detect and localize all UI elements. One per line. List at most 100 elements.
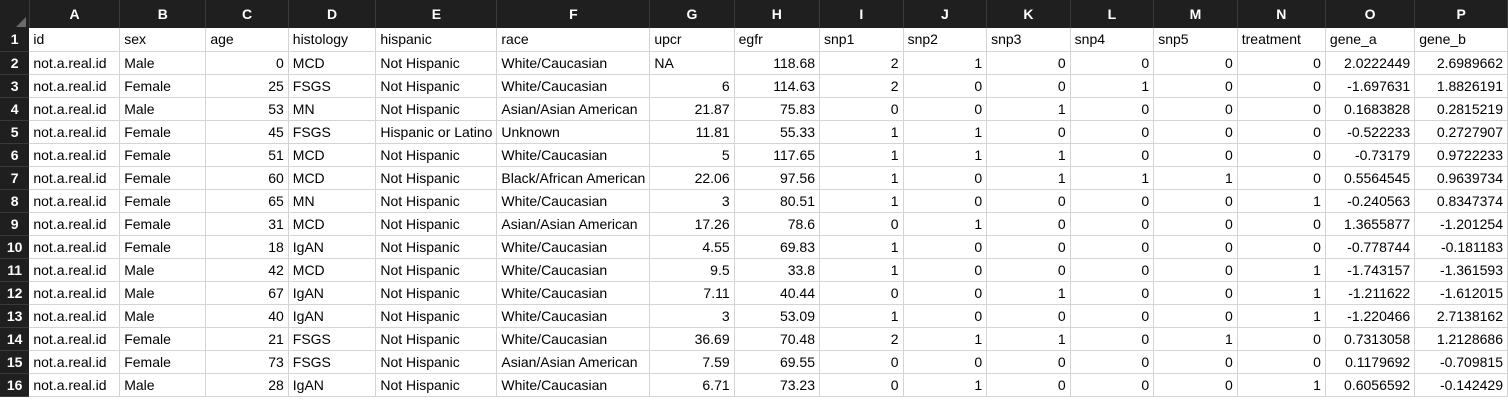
cell-k13[interactable]: 0	[986, 304, 1071, 328]
cell-d4[interactable]: MN	[288, 97, 377, 121]
cell-l2[interactable]: 0	[1070, 51, 1155, 75]
column-header-h[interactable]: H	[734, 0, 821, 28]
column-header-b[interactable]: B	[119, 0, 207, 28]
row-header[interactable]: 15	[0, 350, 30, 374]
cell-p8[interactable]: 0.8347374	[1414, 189, 1508, 213]
cell-h10[interactable]: 69.83	[734, 235, 821, 259]
cell-f4[interactable]: Asian/Asian American	[496, 97, 651, 121]
cell-a2[interactable]: not.a.real.id	[29, 51, 121, 75]
column-header-a[interactable]: A	[29, 0, 121, 28]
cell-n11[interactable]: 1	[1237, 258, 1326, 282]
cell-a16[interactable]: not.a.real.id	[29, 373, 121, 397]
cell-l15[interactable]: 0	[1070, 350, 1155, 374]
cell-e11[interactable]: Not Hispanic	[375, 258, 498, 282]
cell-h6[interactable]: 117.65	[734, 143, 821, 167]
column-header-j[interactable]: J	[903, 0, 988, 28]
cell-b9[interactable]: Female	[119, 212, 207, 236]
cell-c2[interactable]: 0	[205, 51, 289, 75]
cell-h1[interactable]: egfr	[734, 28, 821, 52]
cell-n6[interactable]: 0	[1237, 143, 1326, 167]
cell-l4[interactable]: 0	[1070, 97, 1155, 121]
cell-m13[interactable]: 0	[1153, 304, 1238, 328]
cell-d3[interactable]: FSGS	[288, 74, 377, 98]
select-all-corner[interactable]	[0, 0, 30, 28]
cell-j12[interactable]: 0	[903, 281, 988, 305]
cell-m1[interactable]: snp5	[1153, 28, 1238, 52]
cell-i11[interactable]: 1	[819, 258, 904, 282]
cell-g15[interactable]: 7.59	[649, 350, 735, 374]
cell-m6[interactable]: 0	[1153, 143, 1238, 167]
cell-l13[interactable]: 0	[1070, 304, 1155, 328]
cell-e2[interactable]: Not Hispanic	[375, 51, 498, 75]
cell-p10[interactable]: -0.181183	[1414, 235, 1508, 259]
row-header[interactable]: 6	[0, 143, 30, 167]
column-header-m[interactable]: M	[1153, 0, 1238, 28]
cell-i16[interactable]: 0	[819, 373, 904, 397]
cell-o3[interactable]: -1.697631	[1325, 74, 1416, 98]
cell-h11[interactable]: 33.8	[734, 258, 821, 282]
row-header[interactable]: 13	[0, 304, 30, 328]
cell-a14[interactable]: not.a.real.id	[29, 327, 121, 351]
column-header-i[interactable]: I	[819, 0, 904, 28]
cell-e15[interactable]: Not Hispanic	[375, 350, 498, 374]
cell-a6[interactable]: not.a.real.id	[29, 143, 121, 167]
cell-c3[interactable]: 25	[205, 74, 289, 98]
cell-j11[interactable]: 0	[903, 258, 988, 282]
cell-i10[interactable]: 1	[819, 235, 904, 259]
cell-f15[interactable]: Asian/Asian American	[496, 350, 651, 374]
cell-b3[interactable]: Female	[119, 74, 207, 98]
cell-e13[interactable]: Not Hispanic	[375, 304, 498, 328]
cell-c15[interactable]: 73	[205, 350, 289, 374]
cell-p9[interactable]: -1.201254	[1414, 212, 1508, 236]
cell-a13[interactable]: not.a.real.id	[29, 304, 121, 328]
cell-k7[interactable]: 1	[986, 166, 1071, 190]
cell-c4[interactable]: 53	[205, 97, 289, 121]
cell-l5[interactable]: 0	[1070, 120, 1155, 144]
cell-e10[interactable]: Not Hispanic	[375, 235, 498, 259]
cell-l12[interactable]: 0	[1070, 281, 1155, 305]
cell-p12[interactable]: -1.612015	[1414, 281, 1508, 305]
row-header[interactable]: 7	[0, 166, 30, 190]
cell-i9[interactable]: 0	[819, 212, 904, 236]
row-header[interactable]: 4	[0, 97, 30, 121]
column-header-l[interactable]: L	[1070, 0, 1155, 28]
cell-g6[interactable]: 5	[649, 143, 735, 167]
cell-e16[interactable]: Not Hispanic	[375, 373, 498, 397]
cell-o7[interactable]: 0.5564545	[1325, 166, 1416, 190]
cell-k15[interactable]: 0	[986, 350, 1071, 374]
cell-o15[interactable]: 0.1179692	[1325, 350, 1416, 374]
cell-i7[interactable]: 1	[819, 166, 904, 190]
cell-i14[interactable]: 2	[819, 327, 904, 351]
cell-m2[interactable]: 0	[1153, 51, 1238, 75]
cell-o6[interactable]: -0.73179	[1325, 143, 1416, 167]
cell-h5[interactable]: 55.33	[734, 120, 821, 144]
cell-k5[interactable]: 0	[986, 120, 1071, 144]
cell-d8[interactable]: MN	[288, 189, 377, 213]
cell-l9[interactable]: 0	[1070, 212, 1155, 236]
column-header-k[interactable]: K	[986, 0, 1071, 28]
cell-c10[interactable]: 18	[205, 235, 289, 259]
row-header[interactable]: 3	[0, 74, 30, 98]
cell-o4[interactable]: 0.1683828	[1325, 97, 1416, 121]
cell-g8[interactable]: 3	[649, 189, 735, 213]
cell-d10[interactable]: IgAN	[288, 235, 377, 259]
cell-e5[interactable]: Hispanic or Latino	[375, 120, 498, 144]
cell-e9[interactable]: Not Hispanic	[375, 212, 498, 236]
cell-j16[interactable]: 1	[903, 373, 988, 397]
cell-f2[interactable]: White/Caucasian	[496, 51, 651, 75]
cell-j2[interactable]: 1	[903, 51, 988, 75]
cell-l11[interactable]: 0	[1070, 258, 1155, 282]
cell-m12[interactable]: 0	[1153, 281, 1238, 305]
cell-o10[interactable]: -0.778744	[1325, 235, 1416, 259]
cell-l10[interactable]: 0	[1070, 235, 1155, 259]
column-header-p[interactable]: P	[1414, 0, 1508, 28]
cell-f16[interactable]: White/Caucasian	[496, 373, 651, 397]
cell-e3[interactable]: Not Hispanic	[375, 74, 498, 98]
row-header[interactable]: 1	[0, 28, 30, 52]
cell-e7[interactable]: Not Hispanic	[375, 166, 498, 190]
cell-l16[interactable]: 0	[1070, 373, 1155, 397]
cell-b5[interactable]: Female	[119, 120, 207, 144]
cell-n10[interactable]: 0	[1237, 235, 1326, 259]
cell-j8[interactable]: 0	[903, 189, 988, 213]
cell-m5[interactable]: 0	[1153, 120, 1238, 144]
